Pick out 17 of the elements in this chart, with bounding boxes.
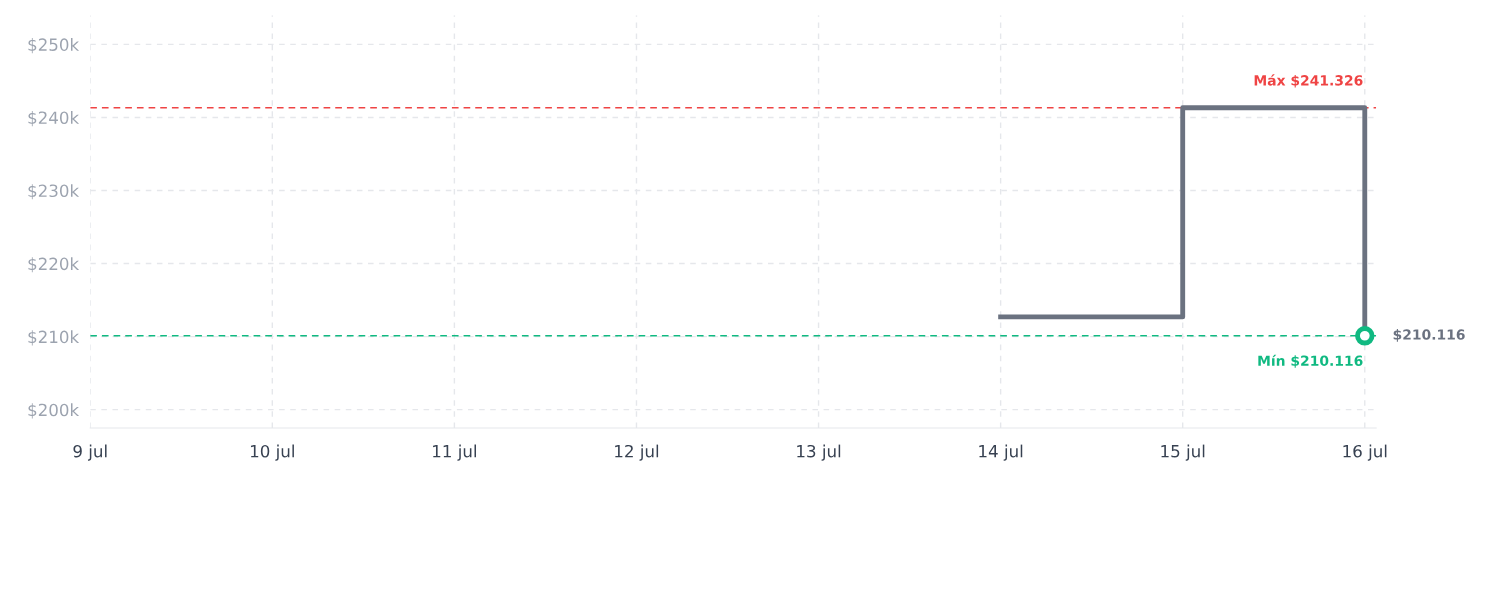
x-tick-label: 14 jul xyxy=(979,444,1023,461)
y-tick-label: $200k xyxy=(28,403,80,419)
annotation: $210.116 xyxy=(1393,329,1465,342)
y-tick-label: $230k xyxy=(28,184,80,200)
ref-line-label: Mín $210.116 xyxy=(1258,354,1363,368)
x-tick-label: 10 jul xyxy=(250,444,294,461)
y-tick-label: $250k xyxy=(28,38,80,54)
ref-line-label: Máx $241.326 xyxy=(1254,74,1363,88)
x-tick-label: 16 jul xyxy=(1343,444,1387,461)
y-tick-label: $240k xyxy=(28,111,80,127)
y-tick-label: $210k xyxy=(28,330,80,346)
x-tick-label: 15 jul xyxy=(1161,444,1205,461)
x-tick-label: 11 jul xyxy=(433,444,476,461)
y-tick-label: $220k xyxy=(28,257,80,273)
x-tick-label: 13 jul xyxy=(797,444,841,461)
x-tick-label: 12 jul xyxy=(615,444,659,461)
x-tick-label: 9 jul xyxy=(73,444,107,461)
